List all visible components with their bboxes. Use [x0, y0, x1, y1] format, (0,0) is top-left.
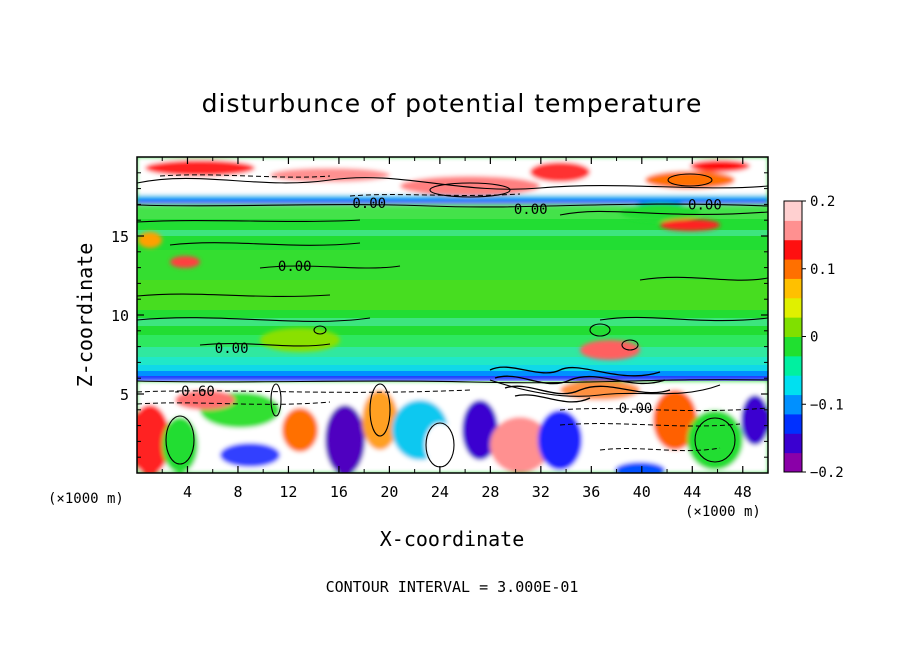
colorbar-segment	[784, 201, 802, 221]
contour-label: 0.00	[619, 401, 653, 417]
x-tick-label: 24	[431, 483, 449, 501]
colorbar-segment	[784, 317, 802, 337]
colorbar-segment	[784, 278, 802, 299]
contour-labels: 0.00 0.00 0.00 0.00 0.00 -0.60 0.00	[173, 196, 722, 417]
contour-label: 0.00	[514, 202, 548, 218]
colorbar	[783, 200, 803, 473]
x-tick-label: 32	[532, 483, 550, 501]
chart-title: disturbunce of potential temperature	[202, 89, 703, 118]
contour-label: -0.60	[173, 384, 215, 400]
colorbar-segment	[784, 336, 802, 357]
y-tick-label: 5	[120, 386, 129, 404]
colorbar-tick-label: 0.2	[810, 194, 835, 210]
contour-label: 0.00	[352, 196, 386, 212]
x-tick-label: 36	[582, 483, 600, 501]
colorbar-segment	[784, 394, 802, 415]
y-tick-label: 10	[111, 307, 129, 325]
colorbar-segment	[784, 413, 802, 434]
y-axis-ticks: 5 10 15	[111, 172, 768, 458]
x-axis-label: X-coordinate	[380, 527, 525, 551]
colorbar-segment	[784, 452, 802, 473]
colorbar-tick-label: 0.1	[810, 262, 835, 278]
x-tick-label: 28	[481, 483, 499, 501]
colorbar-segment	[784, 355, 802, 376]
x-unit-right: (×1000 m)	[685, 504, 761, 520]
x-axis-ticks: 4 8 12 16 20 24 28 32 36 40 44 48	[161, 157, 752, 501]
colorbar-tick-label: −0.2	[810, 465, 844, 481]
x-unit-left: (×1000 m)	[48, 491, 124, 507]
x-tick-label: 16	[330, 483, 348, 501]
y-axis-label: Z-coordinate	[73, 243, 97, 388]
colorbar-segment	[784, 375, 802, 396]
x-tick-label: 12	[279, 483, 297, 501]
x-tick-label: 4	[183, 483, 192, 501]
colorbar-segment	[784, 433, 802, 454]
y-tick-label: 15	[111, 228, 129, 246]
colorbar-ticks: 0.2 0.1 0 −0.1 −0.2	[802, 194, 844, 481]
contour-label: 0.00	[688, 197, 722, 213]
colorbar-segment	[784, 259, 802, 279]
colorbar-segment	[784, 297, 802, 318]
x-tick-label: 44	[683, 483, 701, 501]
colorbar-segment	[784, 220, 802, 241]
x-tick-label: 40	[633, 483, 651, 501]
colorbar-tick-label: −0.1	[810, 397, 844, 413]
contour-label: 0.00	[215, 341, 249, 357]
x-tick-label: 20	[380, 483, 398, 501]
contour-interval-note: CONTOUR INTERVAL = 3.000E-01	[326, 578, 579, 596]
colorbar-tick-label: 0	[810, 330, 818, 346]
heatmap-field	[137, 157, 768, 473]
contour-label: 0.00	[278, 259, 312, 275]
colorbar-segment	[784, 239, 802, 260]
x-tick-label: 8	[233, 483, 242, 501]
x-tick-label: 48	[734, 483, 752, 501]
